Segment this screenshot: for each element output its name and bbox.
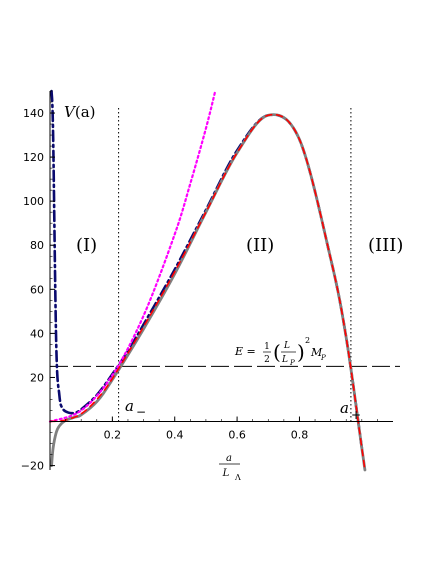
y-tick-label-2: 40 [30,327,44,340]
series-line-1 [48,89,217,423]
y-tick-label-4: 80 [30,239,44,252]
energy-M: M [310,346,323,359]
energy-label: E = 1 2 ( L L P ) 2 M P [234,336,326,367]
energy-L-sub: P [289,359,295,367]
x-tick-label-3: 0.8 [291,429,309,442]
region-label-3: (III) [368,235,403,256]
x-tick-label-2: 0.6 [228,429,246,442]
energy-lhs: E = [234,345,256,358]
marker-a-minus-sub: − [136,405,146,419]
energy-paren-right: ) [297,340,305,364]
marker-label-a-minus: a − [125,397,146,419]
x-label-denominator: L [222,468,230,479]
y-axis-label: V(a) [64,103,96,121]
y-tick-label-7: 140 [23,107,44,120]
energy-L-num: L [283,341,290,351]
series-lines [48,89,367,472]
energy-half-num: 1 [264,342,270,352]
marker-a-plus-letter: a [340,399,349,417]
marker-a-minus-letter: a [125,397,134,415]
x-tick-label-0: 0.2 [104,429,122,442]
energy-half-den: 2 [264,355,270,365]
x-axis-label: a L Λ [219,453,241,482]
y-tick-label-6: 120 [23,151,44,164]
x-tick-label-1: 0.4 [166,429,184,442]
energy-L-den: L [281,355,288,365]
energy-exponent: 2 [305,336,310,345]
energy-paren-left: ( [273,340,281,364]
energy-M-sub: P [320,354,326,362]
series-line-2 [50,113,367,472]
series-line-3 [49,113,366,471]
y-tick-label-0: −20 [21,460,44,473]
region-label-1: (I) [76,235,97,256]
x-label-numerator: a [226,453,232,464]
reference-lines [50,108,400,422]
region-label-2: (II) [246,235,274,256]
y-tick-label-1: 20 [30,371,44,384]
marker-label-a-plus: a + [340,399,361,422]
tick-marks: −20 20 40 60 80 100 120 140 0.2 0.4 0.6 0.8 [21,90,378,473]
y-tick-label-3: 60 [30,283,44,296]
x-label-subscript: Λ [234,473,241,482]
marker-a-plus-sub: + [351,408,361,422]
y-tick-label-5: 100 [23,195,44,208]
